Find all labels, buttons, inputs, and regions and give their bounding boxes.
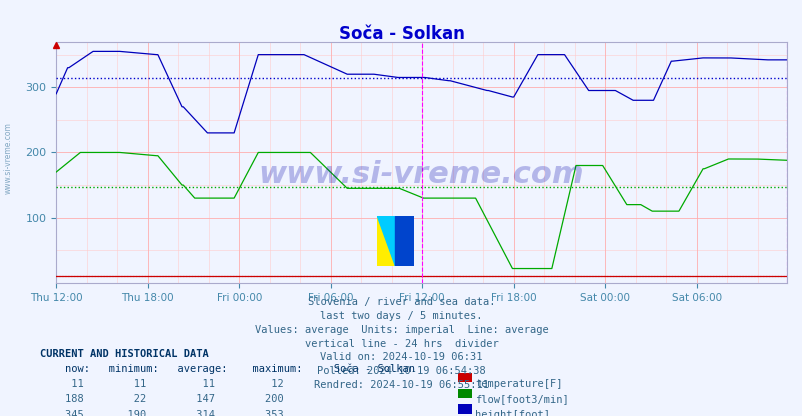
- Text: Values: average  Units: imperial  Line: average: Values: average Units: imperial Line: av…: [254, 325, 548, 335]
- Text: 345       190        314        353: 345 190 314 353: [40, 410, 284, 416]
- Text: flow[foot3/min]: flow[foot3/min]: [475, 394, 569, 404]
- Polygon shape: [395, 216, 413, 266]
- Text: 11        11         11         12: 11 11 11 12: [40, 379, 284, 389]
- Polygon shape: [377, 216, 395, 266]
- Text: Rendred: 2024-10-19 06:55:11: Rendred: 2024-10-19 06:55:11: [314, 380, 488, 390]
- Text: temperature[F]: temperature[F]: [475, 379, 562, 389]
- Text: Polled: 2024-10-19 06:54:38: Polled: 2024-10-19 06:54:38: [317, 366, 485, 376]
- Text: www.si-vreme.com: www.si-vreme.com: [4, 122, 13, 194]
- Text: last two days / 5 minutes.: last two days / 5 minutes.: [320, 311, 482, 321]
- Text: vertical line - 24 hrs  divider: vertical line - 24 hrs divider: [304, 339, 498, 349]
- Text: www.si-vreme.com: www.si-vreme.com: [258, 160, 584, 189]
- Text: Slovenia / river and sea data.: Slovenia / river and sea data.: [307, 297, 495, 307]
- Polygon shape: [377, 216, 395, 266]
- Text: CURRENT AND HISTORICAL DATA: CURRENT AND HISTORICAL DATA: [40, 349, 209, 359]
- Text: height[foot]: height[foot]: [475, 410, 549, 416]
- Text: 188        22        147        200: 188 22 147 200: [40, 394, 284, 404]
- Text: Valid on: 2024-10-19 06:31: Valid on: 2024-10-19 06:31: [320, 352, 482, 362]
- Text: Soča - Solkan: Soča - Solkan: [338, 25, 464, 43]
- Text: now:   minimum:   average:    maximum:     Soča - Solkan: now: minimum: average: maximum: Soča - S…: [40, 364, 415, 374]
